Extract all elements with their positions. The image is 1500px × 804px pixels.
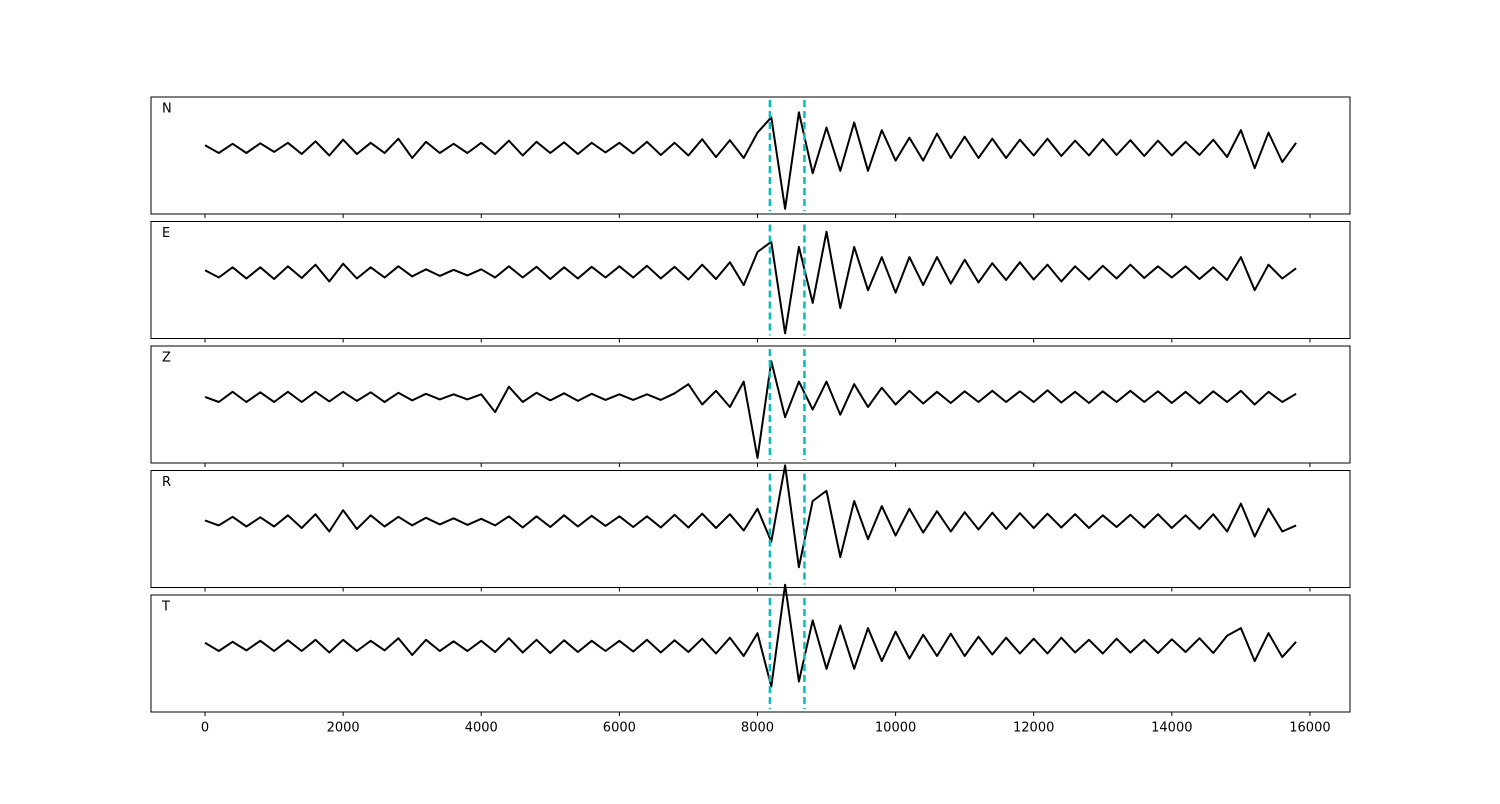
x-tick-label: 4000 — [465, 721, 498, 736]
x-tick-label: 14000 — [1151, 721, 1192, 736]
panel-frame — [150, 96, 1351, 215]
waveform — [204, 111, 1297, 210]
panel-label: T — [161, 600, 170, 615]
waveform — [204, 230, 1297, 335]
panel-frame — [150, 345, 1351, 464]
waveform — [204, 464, 1297, 569]
x-tick-label: 6000 — [603, 721, 636, 736]
x-tick-label: 12000 — [1013, 721, 1054, 736]
panel-label: N — [162, 102, 172, 117]
waveform — [204, 583, 1297, 688]
x-tick-label: 0 — [201, 721, 209, 736]
panel-label: Z — [162, 351, 171, 366]
x-tick-label: 16000 — [1289, 721, 1330, 736]
panel-frame — [150, 470, 1351, 588]
x-tick-label: 10000 — [875, 721, 916, 736]
panel-frame — [150, 594, 1351, 713]
waveform — [204, 360, 1297, 459]
panel-frame — [150, 221, 1351, 339]
panel-label: E — [162, 226, 170, 241]
x-tick-label: 8000 — [741, 721, 774, 736]
x-tick-label: 2000 — [327, 721, 360, 736]
panel-label: R — [162, 475, 171, 490]
